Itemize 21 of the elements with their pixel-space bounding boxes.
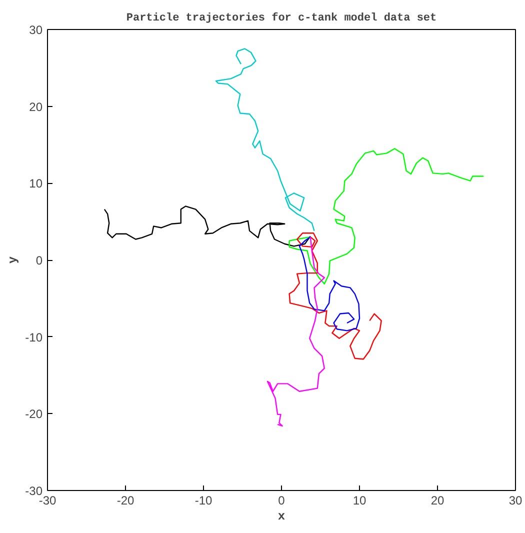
line-series xyxy=(298,236,360,332)
x-axis-title: x xyxy=(278,510,286,524)
y-tick-label: 0 xyxy=(36,254,43,268)
y-tick-label: 20 xyxy=(29,100,43,114)
x-tick-label: 20 xyxy=(430,494,444,508)
x-tick-label: 0 xyxy=(278,494,286,508)
chart-title: Particle trajectories for c-tank model data set xyxy=(126,12,437,24)
x-tick-label: -10 xyxy=(194,494,212,508)
line-series xyxy=(288,148,484,284)
x-tick-label: -20 xyxy=(116,494,134,508)
line-series xyxy=(288,232,382,360)
y-tick-label: -20 xyxy=(25,407,43,422)
y-tick-label: -10 xyxy=(25,330,43,344)
y-tick-label: 10 xyxy=(29,176,43,191)
y-tick-label: 30 xyxy=(29,23,43,37)
line-series xyxy=(104,206,311,247)
x-tick-label: 30 xyxy=(508,494,522,508)
y-axis-title: y xyxy=(6,256,20,264)
line-series xyxy=(266,236,325,427)
x-tick-label: 10 xyxy=(352,494,366,508)
line-series xyxy=(215,48,315,232)
